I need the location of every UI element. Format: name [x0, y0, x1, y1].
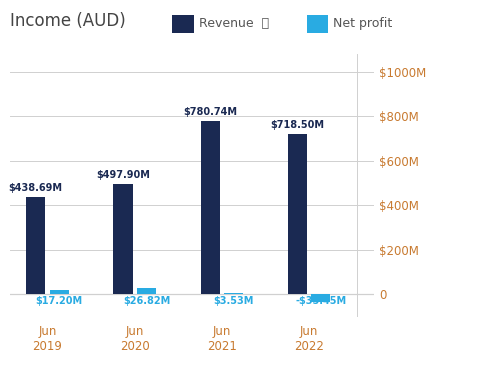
Text: -$35.45M: -$35.45M — [296, 296, 346, 306]
Text: $780.74M: $780.74M — [183, 107, 237, 117]
Bar — [137, 288, 156, 294]
Text: Income (AUD): Income (AUD) — [10, 12, 125, 30]
Bar — [114, 183, 133, 294]
Text: $3.53M: $3.53M — [214, 296, 254, 306]
Text: Net profit: Net profit — [333, 17, 392, 30]
Bar — [26, 197, 46, 294]
Text: $718.50M: $718.50M — [270, 120, 324, 130]
Text: $26.82M: $26.82M — [123, 296, 170, 306]
Bar — [311, 294, 331, 302]
Text: Revenue  ⓘ: Revenue ⓘ — [199, 17, 269, 30]
Bar — [50, 290, 69, 294]
Bar — [201, 120, 220, 294]
Bar — [224, 293, 243, 294]
Text: $17.20M: $17.20M — [36, 296, 83, 306]
Bar — [288, 134, 307, 294]
Text: $438.69M: $438.69M — [9, 183, 63, 193]
Text: $497.90M: $497.90M — [96, 169, 150, 179]
